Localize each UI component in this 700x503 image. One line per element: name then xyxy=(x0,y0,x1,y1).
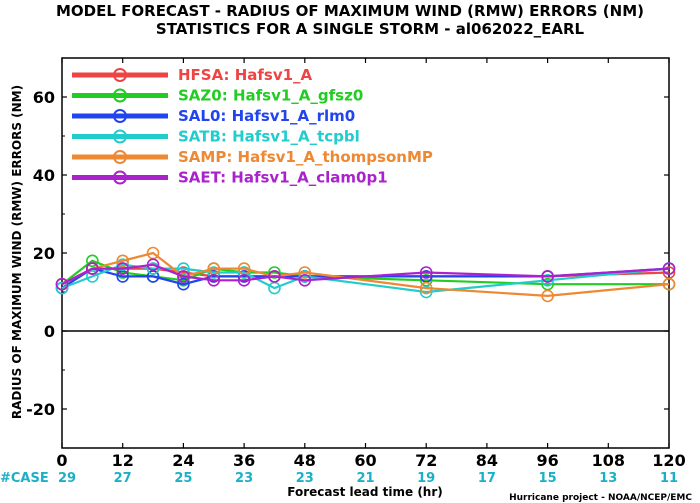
tick-layer: 0 12 24 36 48 60 72 84 96 108 120 -20 0 20 40 60 xyxy=(26,58,686,470)
y-axis-label: RADIUS OF MAXIMUM WIND (RMW) ERRORS (NM) xyxy=(10,85,24,419)
legend-marker xyxy=(113,150,127,164)
y-tick-label: -20 xyxy=(26,400,55,419)
data-point xyxy=(419,281,433,295)
data-point xyxy=(419,285,433,299)
data-point xyxy=(116,254,129,268)
data-point xyxy=(541,270,554,283)
data-point xyxy=(207,270,221,283)
legend-entry-saz0: SAZ0: Hafsv1_A_gfsz0 xyxy=(72,87,363,105)
data-point xyxy=(541,273,554,287)
legend-marker xyxy=(113,129,127,144)
data-point xyxy=(298,270,312,283)
data-point xyxy=(419,266,433,279)
legend-label: HFSA: Hafsv1_A xyxy=(178,66,313,84)
data-point xyxy=(116,262,129,275)
case-count: 21 xyxy=(356,471,374,486)
legend-label: SAET: Hafsv1_A_clam0p1 xyxy=(178,169,388,187)
case-counts: 29 27 25 23 23 21 19 17 15 13 11 xyxy=(58,471,678,486)
legend-entry-samp: SAMP: Hafsv1_A_thompsonMP xyxy=(72,148,433,166)
y-tick-label: 0 xyxy=(44,322,55,341)
data-point xyxy=(207,266,221,279)
legend-label: SAL0: Hafsv1_A_rlm0 xyxy=(178,107,355,125)
legend-entry-saet: SAET: Hafsv1_A_clam0p1 xyxy=(72,169,388,187)
chart-subtitle: STATISTICS FOR A SINGLE STORM - al062022… xyxy=(156,20,585,38)
x-tick-label: 0 xyxy=(56,451,67,470)
y-tick-label: 20 xyxy=(33,244,55,263)
data-point xyxy=(86,270,99,283)
data-point xyxy=(541,289,554,303)
legend: HFSA: Hafsv1_A SAZ0: Hafsv1_A_gfsz0 SAL0: … xyxy=(72,66,433,187)
data-point xyxy=(86,262,99,275)
data-point xyxy=(268,266,281,279)
x-tick-label: 60 xyxy=(354,451,376,470)
x-tick-label: 36 xyxy=(233,451,255,470)
x-tick-label: 48 xyxy=(294,451,316,470)
case-count: 19 xyxy=(417,471,435,486)
data-point xyxy=(177,270,190,283)
legend-entry-satb: SATB: Hafsv1_A_tcpbl xyxy=(72,128,360,146)
x-tick-label: 72 xyxy=(415,451,437,470)
data-point xyxy=(268,270,281,283)
data-point xyxy=(55,277,69,291)
legend-marker xyxy=(113,109,127,123)
case-count: 27 xyxy=(114,471,132,486)
data-point xyxy=(298,266,312,279)
case-count: 23 xyxy=(296,471,314,486)
legend-label: SAZ0: Hafsv1_A_gfsz0 xyxy=(178,87,363,105)
x-tick-label: 84 xyxy=(476,451,498,470)
data-point xyxy=(237,266,251,279)
data-point xyxy=(55,281,69,295)
x-tick-label: 108 xyxy=(592,451,625,470)
legend-label: SAMP: Hafsv1_A_thompsonMP xyxy=(178,148,433,166)
x-tick-label: 24 xyxy=(172,451,194,470)
data-point xyxy=(237,273,251,287)
legend-entry-sal0: SAL0: Hafsv1_A_rlm0 xyxy=(72,107,355,125)
data-point xyxy=(116,258,129,272)
data-point xyxy=(298,273,312,287)
data-point xyxy=(207,273,221,287)
x-tick-label: 120 xyxy=(652,451,685,470)
data-point xyxy=(662,262,676,275)
data-point xyxy=(146,258,160,272)
series-saet xyxy=(55,258,676,291)
chart-title: MODEL FORECAST - RADIUS OF MAXIMUM WIND … xyxy=(56,2,644,20)
y-tick-label: 40 xyxy=(33,166,55,185)
case-count: 11 xyxy=(660,471,678,486)
data-point xyxy=(146,262,160,275)
plot-area xyxy=(61,57,670,449)
case-count: 17 xyxy=(478,471,496,486)
legend-marker xyxy=(113,88,127,103)
y-tick-label: 60 xyxy=(33,88,55,107)
data-point xyxy=(177,277,190,291)
case-count: 13 xyxy=(599,471,617,486)
x-axis-label: Forecast lead time (hr) xyxy=(287,485,443,499)
case-count: 29 xyxy=(58,471,76,486)
case-count: 23 xyxy=(235,471,253,486)
case-count: 15 xyxy=(539,471,557,486)
data-point xyxy=(86,254,99,268)
legend-entry-hfsa: HFSA: Hafsv1_A xyxy=(72,66,313,84)
data-point xyxy=(662,277,676,291)
legend-label: SATB: Hafsv1_A_tcpbl xyxy=(178,128,360,146)
legend-marker xyxy=(113,170,127,185)
legend-marker xyxy=(113,68,127,82)
series-layer xyxy=(55,246,676,303)
credit-text: Hurricane project - NOAA/NCEP/EMC xyxy=(509,493,692,503)
x-tick-label: 96 xyxy=(536,451,558,470)
x-tick-label: 12 xyxy=(112,451,134,470)
data-point xyxy=(177,262,190,275)
case-label: #CASE xyxy=(0,471,49,486)
case-count: 25 xyxy=(174,471,192,486)
